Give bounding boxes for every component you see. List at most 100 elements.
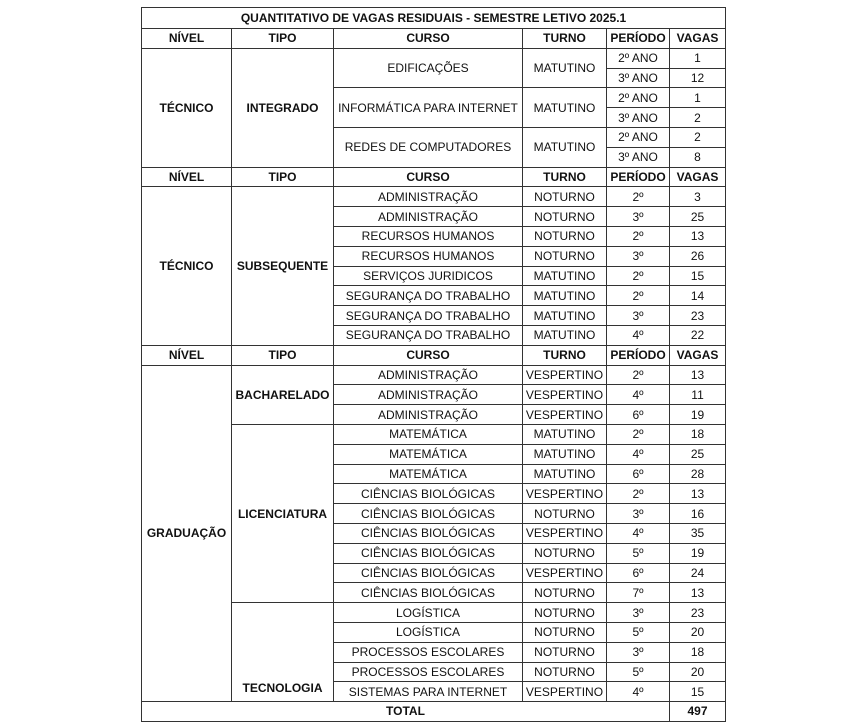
curso-cell: SEGURANÇA DO TRABALHO — [333, 305, 523, 326]
vagas-cell: 25 — [668, 206, 727, 227]
turno-cell: NOTURNO — [522, 186, 607, 208]
periodo-cell: 3º — [606, 602, 670, 623]
vagas-cell: 2 — [668, 126, 727, 148]
turno-cell: MATUTINO — [522, 87, 607, 128]
table-row: 3º ANO 8 — [142, 146, 727, 168]
curso-cell: SEGURANÇA DO TRABALHO — [333, 285, 523, 307]
header-turno: TURNO — [522, 344, 607, 366]
periodo-cell: 4º — [606, 681, 670, 703]
curso-cell: INFORMÁTICA PARA INTERNET — [333, 87, 523, 128]
vagas-cell: 14 — [668, 285, 727, 307]
turno-cell: NOTURNO — [522, 661, 607, 683]
periodo-cell: 2º ANO — [606, 87, 670, 109]
turno-cell: VESPERTINO — [522, 522, 607, 544]
vagas-cell: 25 — [668, 443, 727, 465]
vagas-cell: 19 — [668, 542, 727, 564]
turno-cell: MATUTINO — [522, 324, 607, 346]
curso-cell: ADMINISTRAÇÃO — [333, 404, 523, 425]
curso-cell: CIÊNCIAS BIOLÓGICAS — [333, 582, 523, 604]
vagas-cell: 24 — [668, 562, 727, 584]
title-row: QUANTITATIVO DE VAGAS RESIDUAIS - SEMEST… — [140, 7, 727, 29]
curso-cell: PROCESSOS ESCOLARES — [333, 661, 523, 683]
periodo-cell: 5º — [606, 661, 670, 683]
total-label: TOTAL — [141, 701, 670, 722]
header-row: NÍVEL TIPO CURSO TURNO PERÍODO VAGAS — [141, 166, 727, 188]
turno-cell: MATUTINO — [522, 126, 607, 168]
periodo-cell: 2º — [606, 265, 670, 287]
curso-cell: RECURSOS HUMANOS — [333, 245, 523, 267]
periodo-cell: 5º — [606, 542, 670, 564]
vagas-cell: 13 — [668, 582, 727, 604]
periodo-cell: 3º — [606, 305, 670, 326]
table-row: RECURSOS HUMANOS NOTURNO 3º 26 — [142, 245, 727, 267]
turno-cell: VESPERTINO — [522, 364, 607, 386]
vagas-cell: 15 — [668, 265, 727, 287]
periodo-cell: 2º — [606, 225, 670, 247]
periodo-cell: 4º — [606, 522, 670, 544]
curso-cell: CIÊNCIAS BIOLÓGICAS — [333, 483, 523, 505]
periodo-cell: 3º — [606, 245, 670, 267]
header-curso: CURSO — [333, 166, 523, 188]
total-row: TOTAL 497 — [141, 701, 727, 722]
turno-cell: MATUTINO — [522, 285, 607, 307]
curso-cell: REDES DE COMPUTADORES — [333, 126, 523, 168]
total-value: 497 — [668, 701, 727, 722]
turno-cell: VESPERTINO — [522, 562, 607, 584]
periodo-cell: 3º ANO — [606, 146, 670, 168]
vagas-cell: 22 — [668, 324, 727, 346]
table-title: QUANTITATIVO DE VAGAS RESIDUAIS - SEMEST… — [140, 7, 727, 29]
curso-cell: MATEMÁTICA — [333, 443, 523, 465]
periodo-cell: 3º ANO — [606, 107, 670, 128]
table-row: CIÊNCIAS BIOLÓGICAS VESPERTINO 2º 13 — [142, 483, 727, 505]
nivel-cell: TÉCNICO — [141, 186, 232, 346]
curso-cell: CIÊNCIAS BIOLÓGICAS — [333, 542, 523, 564]
vagas-cell: 2 — [668, 107, 727, 128]
vagas-residuais-table: QUANTITATIVO DE VAGAS RESIDUAIS - SEMEST… — [140, 7, 727, 722]
vagas-cell: 1 — [668, 47, 727, 69]
turno-cell: MATUTINO — [522, 463, 607, 485]
curso-cell: CIÊNCIAS BIOLÓGICAS — [333, 562, 523, 584]
header-nivel: NÍVEL — [141, 344, 232, 366]
table-row: TÉCNICO SUBSEQUENTE ADMINISTRAÇÃO NOTURNO 2º… — [141, 186, 727, 346]
curso-cell: ADMINISTRAÇÃO — [333, 364, 523, 386]
turno-cell: NOTURNO — [522, 641, 607, 663]
header-periodo: PERÍODO — [606, 344, 670, 366]
table-row: REDES DE COMPUTADORES MATUTINO 2º ANO 2 — [142, 126, 727, 168]
tipo-cell: INTEGRADO — [231, 47, 334, 168]
turno-cell: NOTURNO — [522, 225, 607, 247]
table-row: PROCESSOS ESCOLARES NOTURNO 3º 18 — [142, 641, 727, 663]
header-tipo: TIPO — [231, 28, 334, 49]
table-row: CIÊNCIAS BIOLÓGICAS VESPERTINO 4º 35 — [142, 522, 727, 544]
curso-cell: SISTEMAS PARA INTERNET — [333, 681, 523, 703]
table-row: MATEMÁTICA MATUTINO 6º 28 — [142, 463, 727, 485]
turno-cell: NOTURNO — [522, 621, 607, 643]
turno-cell: NOTURNO — [522, 206, 607, 227]
table-row: PROCESSOS ESCOLARES NOTURNO 5º 20 — [142, 661, 727, 683]
table-row: GRADUAÇÃO BACHARELADO ADMINISTRAÇÃO VESPERT… — [141, 364, 727, 703]
turno-cell: NOTURNO — [522, 602, 607, 623]
turno-cell: VESPERTINO — [522, 384, 607, 406]
turno-cell: MATUTINO — [522, 443, 607, 465]
header-curso: CURSO — [333, 344, 523, 366]
periodo-cell: 6º — [606, 404, 670, 425]
periodo-cell: 2º ANO — [606, 126, 670, 148]
vagas-cell: 20 — [668, 621, 727, 643]
table-row: INFORMÁTICA PARA INTERNET MATUTINO 2º ANO 1 — [142, 87, 727, 128]
periodo-cell: 4º — [606, 324, 670, 346]
turno-cell: NOTURNO — [522, 245, 607, 267]
header-nivel: NÍVEL — [141, 166, 232, 188]
table-row: MATEMÁTICA MATUTINO 4º 25 — [142, 443, 727, 465]
turno-cell: MATUTINO — [522, 47, 607, 89]
vagas-cell: 16 — [668, 503, 727, 524]
vagas-cell: 1 — [668, 87, 727, 109]
curso-cell: CIÊNCIAS BIOLÓGICAS — [333, 503, 523, 524]
tipo-cell: TECNOLOGIA — [231, 602, 334, 703]
vagas-cell: 11 — [668, 384, 727, 406]
periodo-cell: 3º ANO — [606, 67, 670, 89]
periodo-cell: 7º — [606, 582, 670, 604]
turno-cell: MATUTINO — [522, 423, 607, 445]
periodo-cell: 4º — [606, 443, 670, 465]
header-nivel: NÍVEL — [141, 28, 232, 49]
header-vagas: VAGAS — [668, 344, 727, 366]
nivel-cell: TÉCNICO — [141, 47, 232, 168]
